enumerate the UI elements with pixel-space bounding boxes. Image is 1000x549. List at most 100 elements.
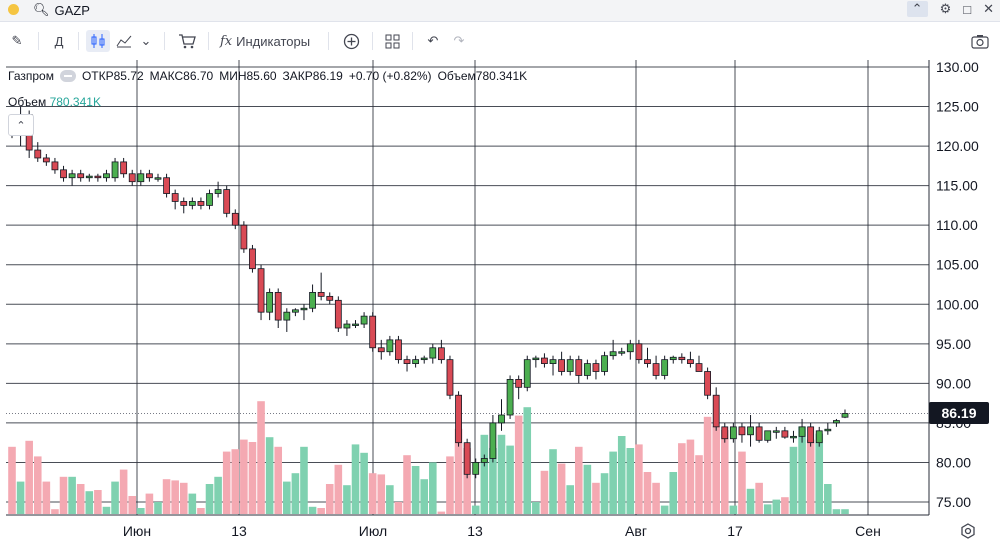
volume-bar bbox=[343, 485, 351, 514]
volume-bar bbox=[291, 473, 300, 514]
candle-body bbox=[712, 394, 720, 428]
candles-icon[interactable] bbox=[86, 30, 110, 52]
chevron-up-icon: ⌃ bbox=[16, 119, 26, 132]
volume-bar bbox=[540, 470, 549, 514]
volume-bar bbox=[471, 505, 480, 514]
candle-body bbox=[480, 458, 488, 463]
candle-body bbox=[274, 292, 282, 321]
volume-bar bbox=[351, 444, 360, 514]
chevron-down-icon[interactable]: ⌄ bbox=[140, 33, 152, 48]
volume-bar bbox=[16, 481, 25, 514]
candle-body bbox=[815, 430, 823, 444]
window-status-dot bbox=[8, 4, 19, 15]
candle-body bbox=[455, 394, 462, 444]
volume-bar bbox=[411, 466, 420, 514]
current-price-label: 86.19 bbox=[929, 402, 989, 424]
indicators-button[interactable]: fx Индикаторы bbox=[220, 22, 320, 60]
candle-body bbox=[687, 359, 694, 364]
candle-body bbox=[412, 359, 420, 364]
y-tick-label: 95.00 bbox=[936, 336, 971, 352]
volume-bar bbox=[154, 502, 162, 514]
close-value: ЗАКР86.19 bbox=[282, 69, 343, 83]
candle-body bbox=[661, 359, 669, 376]
toolbar-divider bbox=[38, 32, 39, 50]
pencil-icon[interactable]: ✎ bbox=[11, 33, 23, 48]
camera-icon[interactable] bbox=[968, 22, 992, 60]
candle-body bbox=[377, 347, 385, 353]
candle-body bbox=[678, 356, 686, 361]
x-tick-label: 17 bbox=[727, 523, 743, 539]
y-tick-label: 100.00 bbox=[936, 296, 979, 312]
volume-bar bbox=[128, 496, 137, 514]
volume-bar bbox=[626, 448, 635, 514]
volume-bar bbox=[33, 456, 42, 514]
cart-icon[interactable] bbox=[176, 22, 198, 60]
volume-bar bbox=[214, 476, 222, 514]
candle-body bbox=[558, 359, 566, 372]
volume-bar bbox=[703, 416, 712, 514]
hide-legend-icon[interactable] bbox=[59, 70, 76, 82]
settings-icon[interactable]: ⚙ bbox=[939, 1, 952, 16]
y-tick-label: 105.00 bbox=[936, 257, 979, 273]
candle-body bbox=[163, 177, 170, 194]
candle-body bbox=[188, 201, 196, 206]
candle-body bbox=[128, 173, 136, 183]
volume-bar bbox=[368, 473, 377, 514]
chevron-up-icon[interactable]: ⌃ bbox=[906, 1, 928, 17]
volume-bar bbox=[617, 436, 626, 514]
candle-body bbox=[729, 426, 737, 440]
candle-body bbox=[583, 363, 591, 376]
candle-body bbox=[498, 414, 505, 424]
y-tick-label: 125.00 bbox=[936, 99, 979, 115]
volume-bar bbox=[8, 446, 16, 514]
price-chart[interactable]: Июн 13 Июл 13 Авг 17 Сен 130.00 125.00 120.00 115.… bbox=[0, 60, 1000, 549]
toolbar-divider bbox=[78, 32, 79, 50]
volume-bar bbox=[532, 502, 540, 514]
redo-icon[interactable]: ↷ bbox=[453, 33, 465, 48]
volume-bar bbox=[832, 509, 841, 514]
add-circle-icon[interactable] bbox=[340, 22, 362, 60]
volume-bar bbox=[446, 456, 454, 514]
candle-body bbox=[601, 355, 608, 372]
candle-body bbox=[68, 173, 76, 179]
candle-body bbox=[360, 315, 368, 325]
volume-value: Объем780.341K bbox=[437, 69, 528, 83]
volume-bar bbox=[94, 490, 102, 514]
candle-body bbox=[111, 161, 119, 179]
undo-icon[interactable]: ↶ bbox=[427, 33, 439, 48]
candle-body bbox=[223, 189, 231, 214]
volume-bar bbox=[360, 452, 368, 514]
volume-bar bbox=[635, 444, 643, 514]
volume-bar bbox=[222, 451, 231, 514]
maximize-icon[interactable]: □ bbox=[963, 1, 972, 17]
candle-body bbox=[695, 363, 703, 372]
volume-bar bbox=[171, 480, 179, 514]
candle-body bbox=[592, 363, 600, 372]
volume-bar bbox=[317, 508, 325, 514]
change-value: +0.70 (+0.82%) bbox=[348, 69, 432, 83]
symbol-search[interactable]: 🔍︎ GAZP bbox=[33, 1, 90, 19]
chart-settings-icon[interactable] bbox=[960, 523, 976, 543]
toolbar-divider bbox=[164, 32, 165, 50]
candle-body bbox=[317, 292, 325, 297]
volume-bar bbox=[257, 401, 265, 514]
collapse-legend-button[interactable]: ⌃ bbox=[8, 114, 34, 136]
candle-body bbox=[652, 363, 660, 376]
candle-body bbox=[472, 462, 480, 475]
area-chart-icon[interactable] bbox=[114, 22, 134, 60]
layout-grid-icon[interactable] bbox=[382, 22, 402, 60]
volume-bar bbox=[265, 437, 274, 514]
candle-body bbox=[395, 339, 402, 361]
candle-body bbox=[781, 430, 789, 438]
x-tick-label: Авг bbox=[625, 523, 647, 539]
candle-body bbox=[249, 248, 256, 270]
interval-button[interactable]: Д bbox=[54, 33, 64, 49]
volume-bar bbox=[592, 482, 600, 514]
volume-bar bbox=[489, 448, 497, 514]
low-value: МИН85.60 bbox=[219, 69, 277, 83]
y-tick-label: 115.00 bbox=[936, 178, 978, 194]
volume-bar bbox=[420, 479, 428, 514]
close-icon[interactable]: ✕ bbox=[983, 1, 994, 16]
volume-bar bbox=[463, 448, 471, 514]
candle-body bbox=[386, 339, 394, 353]
